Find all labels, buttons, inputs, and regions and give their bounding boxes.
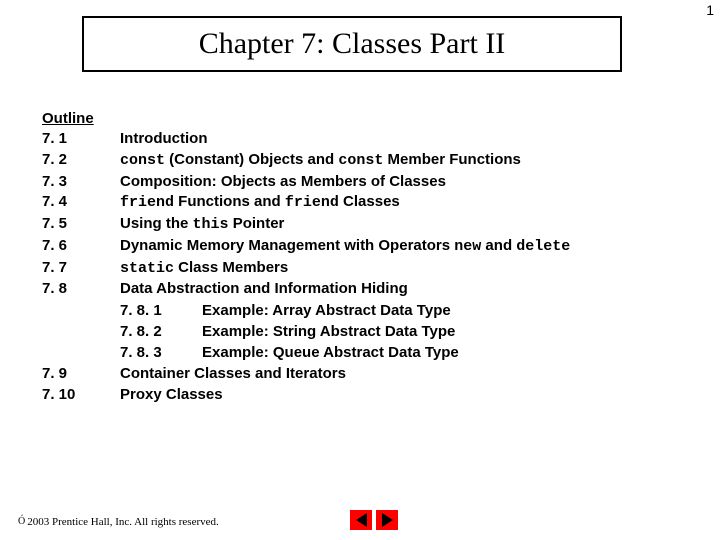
- outline-row: 7. 8Data Abstraction and Information Hid…: [42, 279, 570, 300]
- outline-container: Outline 7. 1Introduction7. 2const (Const…: [42, 110, 682, 406]
- outline-row: 7. 4friend Functions and friend Classes: [42, 192, 570, 214]
- outline-text: Introduction: [120, 130, 207, 147]
- outline-text: Data Abstraction and Information Hiding: [120, 280, 408, 297]
- outline-table: 7. 1Introduction7. 2const (Constant) Obj…: [42, 129, 570, 406]
- outline-text: Member Functions: [383, 151, 521, 168]
- outline-text: Dynamic Memory Management with Operators: [120, 237, 454, 254]
- nav-buttons: [350, 510, 398, 530]
- section-number: 7. 3: [42, 172, 120, 193]
- subsection-row: 7. 8. 2Example: String Abstract Data Typ…: [120, 322, 459, 343]
- outline-row: 7. 10Proxy Classes: [42, 385, 570, 406]
- outline-text: (Constant) Objects and: [165, 151, 338, 168]
- code-keyword: const: [338, 152, 383, 169]
- footer-copyright: Ó 2003 Prentice Hall, Inc. All rights re…: [18, 516, 219, 528]
- page-number: 1: [706, 2, 714, 18]
- copyright-symbol: Ó: [18, 516, 25, 527]
- outline-text: Using the: [120, 215, 193, 232]
- section-number: 7. 7: [42, 258, 120, 280]
- outline-text: Example: Array Abstract Data Type: [202, 302, 451, 319]
- outline-text: and: [481, 237, 516, 254]
- section-number: 7. 1: [42, 129, 120, 150]
- prev-button[interactable]: [350, 510, 372, 530]
- subsection-title: Example: Queue Abstract Data Type: [202, 343, 459, 364]
- outline-row: 7. 7static Class Members: [42, 258, 570, 280]
- outline-row: 7. 6Dynamic Memory Management with Opera…: [42, 236, 570, 258]
- outline-text: Classes: [339, 193, 400, 210]
- section-number: 7. 2: [42, 150, 120, 172]
- outline-subrow-container: 7. 8. 1Example: Array Abstract Data Type…: [42, 300, 570, 364]
- code-keyword: friend: [285, 194, 339, 211]
- footer-text: 2003 Prentice Hall, Inc. All rights rese…: [27, 516, 219, 528]
- outline-text: Example: String Abstract Data Type: [202, 323, 455, 340]
- outline-text: Proxy Classes: [120, 386, 223, 403]
- arrow-right-icon: [382, 513, 393, 527]
- section-title: Container Classes and Iterators: [120, 364, 570, 385]
- subsection-number: 7. 8. 3: [120, 343, 202, 364]
- outline-text: Composition: Objects as Members of Class…: [120, 173, 446, 190]
- section-title: Using the this Pointer: [120, 214, 570, 236]
- outline-row: 7. 5Using the this Pointer: [42, 214, 570, 236]
- section-title: static Class Members: [120, 258, 570, 280]
- outline-heading: Outline: [42, 110, 682, 127]
- code-keyword: static: [120, 260, 174, 277]
- code-keyword: delete: [516, 238, 570, 255]
- outline-text: Functions and: [174, 193, 285, 210]
- subsection-row: 7. 8. 3Example: Queue Abstract Data Type: [120, 343, 459, 364]
- code-keyword: new: [454, 238, 481, 255]
- outline-text: Example: Queue Abstract Data Type: [202, 344, 459, 361]
- code-keyword: const: [120, 152, 165, 169]
- next-button[interactable]: [376, 510, 398, 530]
- section-title: Composition: Objects as Members of Class…: [120, 172, 570, 193]
- outline-text: Container Classes and Iterators: [120, 365, 346, 382]
- code-keyword: friend: [120, 194, 174, 211]
- subsection-table: 7. 8. 1Example: Array Abstract Data Type…: [120, 301, 459, 363]
- section-title: Introduction: [120, 129, 570, 150]
- subsection-number: 7. 8. 2: [120, 322, 202, 343]
- section-title: Data Abstraction and Information Hiding: [120, 279, 570, 300]
- outline-text: Pointer: [229, 215, 285, 232]
- outline-row: 7. 1Introduction: [42, 129, 570, 150]
- section-number: 7. 8: [42, 279, 120, 300]
- outline-row: 7. 3Composition: Objects as Members of C…: [42, 172, 570, 193]
- outline-text: Class Members: [174, 259, 288, 276]
- section-title: Proxy Classes: [120, 385, 570, 406]
- title-box: Chapter 7: Classes Part II: [82, 16, 622, 72]
- outline-row: 7. 9Container Classes and Iterators: [42, 364, 570, 385]
- subsection-title: Example: Array Abstract Data Type: [202, 301, 459, 322]
- section-number: 7. 4: [42, 192, 120, 214]
- chapter-title: Chapter 7: Classes Part II: [199, 27, 506, 61]
- section-number: 7. 6: [42, 236, 120, 258]
- section-title: const (Constant) Objects and const Membe…: [120, 150, 570, 172]
- section-title: friend Functions and friend Classes: [120, 192, 570, 214]
- section-number: 7. 10: [42, 385, 120, 406]
- subsection-row: 7. 8. 1Example: Array Abstract Data Type: [120, 301, 459, 322]
- section-number: 7. 9: [42, 364, 120, 385]
- subsection-number: 7. 8. 1: [120, 301, 202, 322]
- empty-cell: [42, 300, 120, 364]
- section-number: 7. 5: [42, 214, 120, 236]
- arrow-left-icon: [356, 513, 367, 527]
- section-title: Dynamic Memory Management with Operators…: [120, 236, 570, 258]
- code-keyword: this: [193, 216, 229, 233]
- outline-row: 7. 2const (Constant) Objects and const M…: [42, 150, 570, 172]
- subsection-title: Example: String Abstract Data Type: [202, 322, 459, 343]
- subsection-wrap: 7. 8. 1Example: Array Abstract Data Type…: [120, 300, 570, 364]
